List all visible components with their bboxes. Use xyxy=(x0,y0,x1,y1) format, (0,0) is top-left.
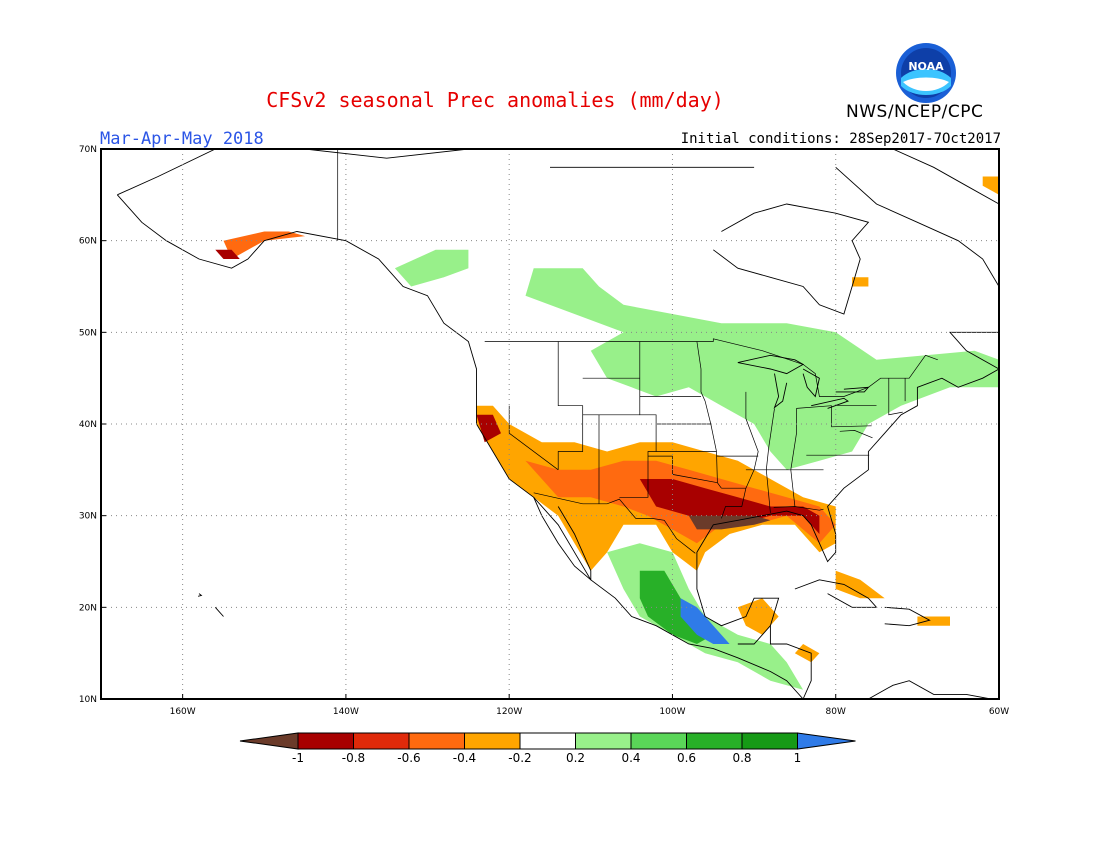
coastline xyxy=(696,331,999,699)
anomaly-patch xyxy=(852,277,869,287)
political-border xyxy=(773,506,824,511)
colorbar-label: 0.2 xyxy=(566,751,585,765)
political-border xyxy=(839,430,873,439)
colorbar-bin xyxy=(408,732,465,750)
coastline xyxy=(197,593,203,597)
coastline xyxy=(835,166,999,287)
coastline xyxy=(835,386,870,393)
anomaly-fields xyxy=(215,176,999,690)
chart-title: CFSv2 seasonal Prec anomalies (mm/day) xyxy=(266,88,724,112)
coastline xyxy=(533,497,592,581)
coastline xyxy=(117,149,469,196)
colorbar-bin xyxy=(519,732,576,750)
political-border xyxy=(765,408,775,513)
colorbar-bin xyxy=(353,732,410,750)
political-border xyxy=(796,405,832,409)
anomaly-patch xyxy=(737,598,779,635)
political-border xyxy=(533,492,696,554)
lat-tick-label: 60N xyxy=(79,237,97,247)
latitude-labels: 70N 60N 50N 40N 30N 20N 10N xyxy=(79,145,106,705)
anomaly-patch xyxy=(794,644,820,663)
colorbar-min-arrow xyxy=(239,732,299,750)
lat-tick-label: 50N xyxy=(79,328,97,338)
anomaly-patch xyxy=(917,616,950,626)
lat-tick-label: 10N xyxy=(79,695,97,705)
colorbar-label: -0.6 xyxy=(397,751,420,765)
coastline xyxy=(884,606,931,627)
lon-tick-label: 120W xyxy=(496,707,522,717)
colorbar-bin xyxy=(630,732,687,750)
colorbar-label: -0.2 xyxy=(508,751,531,765)
anomaly-patch xyxy=(476,414,501,443)
lat-tick-label: 70N xyxy=(79,145,97,155)
season-label: Mar-Apr-May 2018 xyxy=(100,129,264,149)
coastline xyxy=(811,397,849,409)
anomaly-patch xyxy=(525,268,999,470)
political-border xyxy=(790,408,797,507)
longitude-labels: 160W 140W 120W 100W 80W 60W xyxy=(170,694,1009,717)
anomaly-patch xyxy=(223,231,306,259)
colorbar: -1 -0.8 -0.6 -0.4 -0.2 0.2 0.4 0.6 0.8 1 xyxy=(239,732,856,765)
colorbar-bin xyxy=(741,732,798,750)
anomaly-patch xyxy=(394,249,469,287)
initial-conditions-label: Initial conditions: 28Sep2017-7Oct2017 xyxy=(680,131,1001,147)
anomaly-patch xyxy=(680,598,730,644)
lon-tick-label: 100W xyxy=(659,707,685,717)
coastline xyxy=(865,680,991,699)
political-border xyxy=(831,405,872,428)
coastline xyxy=(773,373,788,409)
colorbar-label: 0.8 xyxy=(732,751,751,765)
svg-text:NOAA: NOAA xyxy=(908,60,944,73)
lon-tick-label: 60W xyxy=(989,707,1009,717)
colorbar-bin xyxy=(686,732,743,750)
colorbar-label: 0.4 xyxy=(621,751,640,765)
colorbar-label: -0.4 xyxy=(453,751,476,765)
lon-tick-label: 80W xyxy=(826,707,846,717)
anomaly-patch xyxy=(982,176,999,195)
political-border xyxy=(484,338,938,397)
lat-tick-label: 30N xyxy=(79,512,97,522)
lat-tick-label: 40N xyxy=(79,420,97,430)
colorbar-bin xyxy=(464,732,521,750)
colorbar-label: -0.8 xyxy=(342,751,365,765)
coastline xyxy=(214,607,224,617)
colorbar-bin xyxy=(297,732,354,750)
coastline xyxy=(794,579,878,608)
gridlines xyxy=(101,149,999,699)
coastline xyxy=(116,194,804,699)
agency-label: NWS/NCEP/CPC xyxy=(846,102,984,122)
colorbar-label: 0.6 xyxy=(677,751,696,765)
anomaly-patch xyxy=(835,570,885,599)
lon-tick-label: 140W xyxy=(333,707,359,717)
coastline xyxy=(713,203,870,315)
political-border xyxy=(557,341,584,470)
colorbar-bin xyxy=(575,732,632,750)
coastline xyxy=(892,149,999,205)
coastline xyxy=(802,368,820,398)
coastlines xyxy=(116,149,999,699)
anomaly-patch xyxy=(215,249,240,259)
political-border xyxy=(888,378,903,416)
colorbar-max-arrow xyxy=(797,732,856,750)
coastline xyxy=(737,625,771,645)
political-border xyxy=(696,341,722,489)
colorbar-label: -1 xyxy=(292,751,304,765)
noaa-logo-icon: NOAA xyxy=(896,43,956,103)
colorbar-label: 1 xyxy=(794,751,802,765)
political-border xyxy=(721,391,759,519)
anomaly-patch xyxy=(688,515,771,530)
lon-tick-label: 160W xyxy=(170,707,196,717)
lat-tick-label: 20N xyxy=(79,603,97,613)
